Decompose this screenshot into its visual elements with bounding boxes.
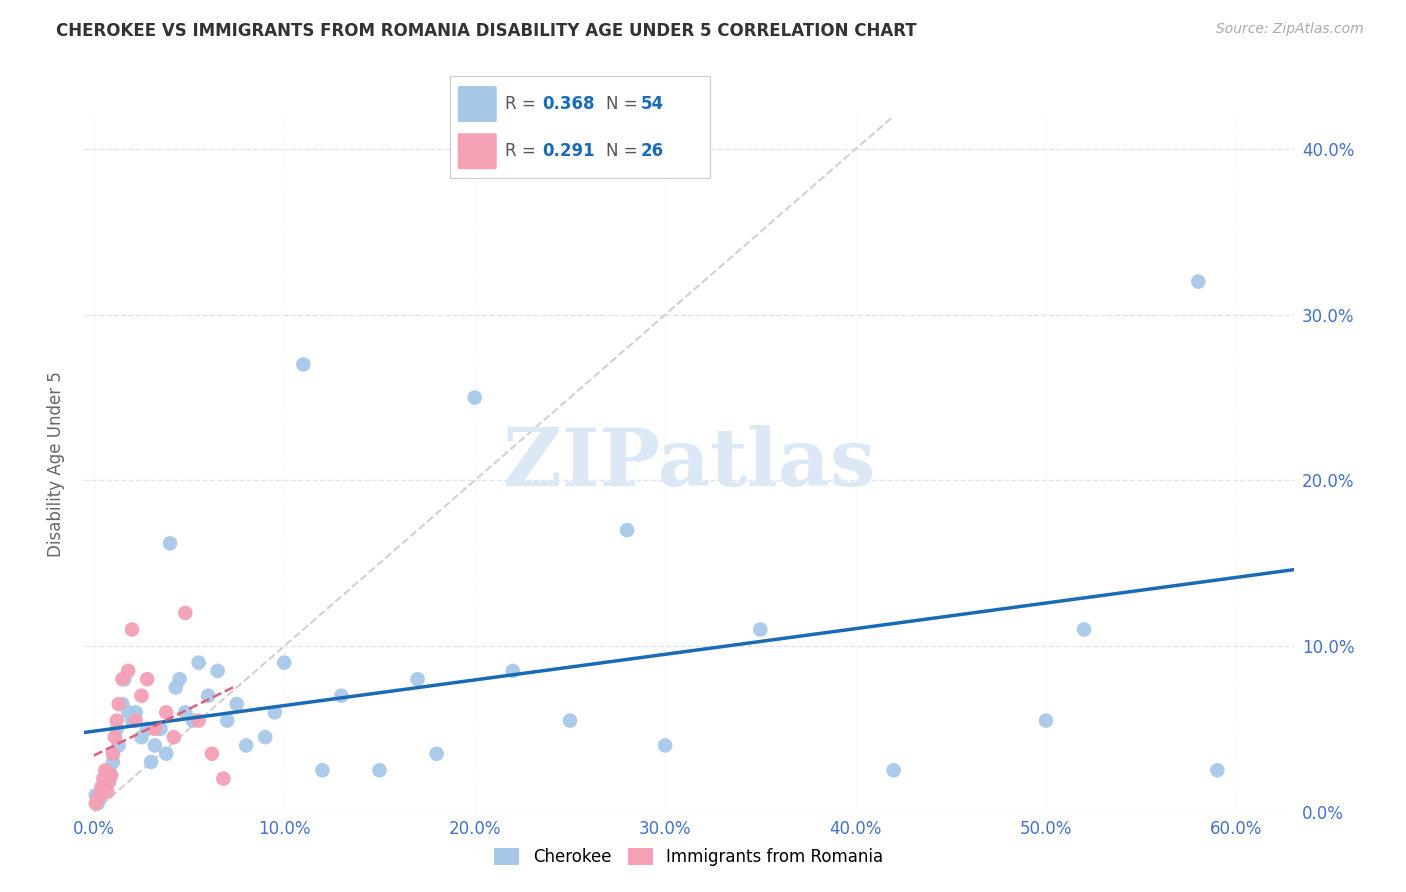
Point bbox=[212, 772, 235, 786]
Point bbox=[143, 722, 166, 736]
Point bbox=[86, 791, 108, 805]
Point bbox=[165, 681, 187, 695]
Text: CHEROKEE VS IMMIGRANTS FROM ROMANIA DISABILITY AGE UNDER 5 CORRELATION CHART: CHEROKEE VS IMMIGRANTS FROM ROMANIA DISA… bbox=[56, 22, 917, 40]
Point bbox=[225, 697, 247, 711]
Point bbox=[1206, 764, 1229, 778]
Point bbox=[86, 797, 108, 811]
Point bbox=[101, 755, 124, 769]
Point bbox=[111, 697, 134, 711]
Point bbox=[121, 623, 143, 637]
Point bbox=[1073, 623, 1095, 637]
Point bbox=[155, 706, 177, 720]
Point bbox=[131, 730, 153, 744]
Point bbox=[883, 764, 905, 778]
Y-axis label: Disability Age Under 5: Disability Age Under 5 bbox=[46, 371, 65, 557]
Point bbox=[330, 689, 353, 703]
Point bbox=[273, 656, 295, 670]
Point bbox=[98, 775, 121, 789]
Text: R =: R = bbox=[505, 142, 540, 160]
Point bbox=[159, 536, 181, 550]
Point bbox=[235, 739, 257, 753]
Point bbox=[100, 768, 122, 782]
Point bbox=[98, 764, 121, 778]
Text: 0.291: 0.291 bbox=[543, 142, 595, 160]
Point bbox=[104, 730, 127, 744]
Point bbox=[125, 714, 148, 728]
Point bbox=[93, 780, 115, 794]
Point bbox=[121, 714, 143, 728]
Point bbox=[111, 672, 134, 686]
Point bbox=[96, 775, 118, 789]
Point bbox=[368, 764, 391, 778]
Point bbox=[174, 606, 197, 620]
Point bbox=[131, 689, 153, 703]
Point bbox=[197, 689, 219, 703]
Point bbox=[125, 706, 148, 720]
Text: R =: R = bbox=[505, 95, 540, 113]
Text: 26: 26 bbox=[641, 142, 664, 160]
Point bbox=[89, 788, 111, 802]
Point bbox=[163, 730, 186, 744]
Point bbox=[187, 656, 209, 670]
Point bbox=[105, 722, 128, 736]
Point bbox=[117, 664, 139, 678]
Point bbox=[558, 714, 581, 728]
Text: N =: N = bbox=[606, 95, 643, 113]
Point bbox=[139, 755, 162, 769]
Point bbox=[1187, 275, 1209, 289]
Point bbox=[94, 764, 117, 778]
Point bbox=[136, 672, 159, 686]
Point bbox=[1035, 714, 1057, 728]
Point bbox=[93, 772, 115, 786]
Point bbox=[117, 706, 139, 720]
Point bbox=[100, 768, 122, 782]
FancyBboxPatch shape bbox=[458, 133, 496, 169]
Point bbox=[90, 780, 112, 794]
Point bbox=[181, 714, 204, 728]
Point bbox=[426, 747, 449, 761]
Point bbox=[201, 747, 224, 761]
Point bbox=[464, 391, 486, 405]
Point bbox=[311, 764, 333, 778]
Point bbox=[207, 664, 229, 678]
Point bbox=[292, 358, 315, 372]
Point bbox=[94, 772, 117, 786]
Point bbox=[174, 706, 197, 720]
Point bbox=[254, 730, 277, 744]
Point bbox=[263, 706, 285, 720]
Point bbox=[89, 791, 111, 805]
Text: N =: N = bbox=[606, 142, 643, 160]
Point bbox=[654, 739, 676, 753]
Point bbox=[616, 523, 638, 537]
Point bbox=[90, 785, 112, 799]
Point bbox=[101, 747, 124, 761]
Point bbox=[107, 739, 129, 753]
Point bbox=[187, 714, 209, 728]
Point bbox=[84, 788, 107, 802]
Point bbox=[112, 672, 135, 686]
Point bbox=[169, 672, 191, 686]
Point bbox=[749, 623, 772, 637]
Point bbox=[143, 739, 166, 753]
Text: 0.368: 0.368 bbox=[543, 95, 595, 113]
Point bbox=[105, 714, 128, 728]
Text: 54: 54 bbox=[641, 95, 664, 113]
Point bbox=[217, 714, 239, 728]
Point bbox=[502, 664, 524, 678]
Point bbox=[96, 785, 118, 799]
Point bbox=[155, 747, 177, 761]
Point bbox=[149, 722, 172, 736]
Point bbox=[107, 697, 129, 711]
Legend: Cherokee, Immigrants from Romania: Cherokee, Immigrants from Romania bbox=[488, 841, 890, 873]
Point bbox=[136, 722, 159, 736]
FancyBboxPatch shape bbox=[458, 87, 496, 122]
Point bbox=[84, 797, 107, 811]
Point bbox=[406, 672, 429, 686]
Text: Source: ZipAtlas.com: Source: ZipAtlas.com bbox=[1216, 22, 1364, 37]
Text: ZIPatlas: ZIPatlas bbox=[503, 425, 875, 503]
